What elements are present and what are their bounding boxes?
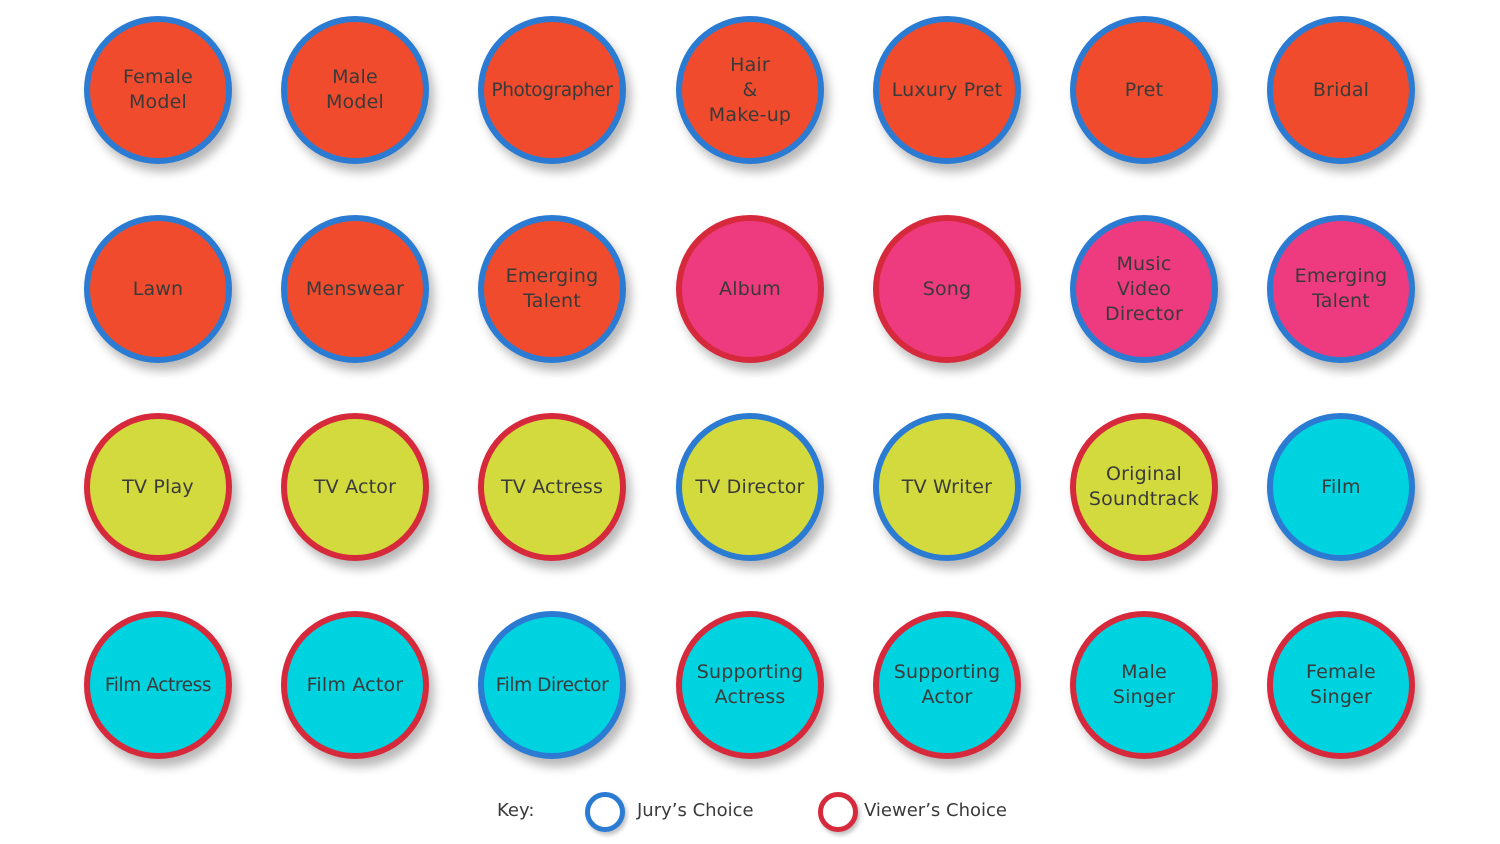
category-label: Supporting Actress bbox=[696, 661, 804, 708]
category-label: Pret bbox=[1124, 78, 1164, 101]
category-grid: Female Model Male Model Photographer Hair &… bbox=[84, 16, 1415, 759]
category-label: TV Actress bbox=[500, 475, 604, 498]
category-circle: Film Director bbox=[478, 611, 626, 759]
category-circle: Song bbox=[873, 215, 1021, 363]
category-label: Luxury Pret bbox=[891, 78, 1003, 101]
category-label: Film Director bbox=[495, 674, 609, 696]
category-circle: TV Writer bbox=[873, 413, 1021, 561]
category-label: Male Singer bbox=[1112, 661, 1176, 708]
category-label: TV Director bbox=[695, 475, 805, 498]
viewer-choice-ring-icon bbox=[818, 792, 858, 832]
category-circle: Film bbox=[1267, 413, 1415, 561]
category-circle: Luxury Pret bbox=[873, 16, 1021, 164]
category-label: Photographer bbox=[491, 79, 613, 101]
category-label: Film Actor bbox=[306, 673, 404, 696]
category-circle: Photographer bbox=[478, 16, 626, 164]
category-circle: Lawn bbox=[84, 215, 232, 363]
category-circle: Emerging Talent bbox=[478, 215, 626, 363]
category-circle: TV Actor bbox=[281, 413, 429, 561]
category-circle: Female Model bbox=[84, 16, 232, 164]
category-circle: TV Play bbox=[84, 413, 232, 561]
category-label: Original Soundtrack bbox=[1088, 463, 1200, 510]
category-label: Bridal bbox=[1312, 78, 1370, 101]
category-circle: Supporting Actress bbox=[676, 611, 824, 759]
category-circle: Original Soundtrack bbox=[1070, 413, 1218, 561]
category-label: Emerging Talent bbox=[505, 265, 599, 312]
category-circle: Pret bbox=[1070, 16, 1218, 164]
category-label: Supporting Actor bbox=[893, 661, 1001, 708]
category-label: Film bbox=[1321, 475, 1361, 498]
category-circle: Menswear bbox=[281, 215, 429, 363]
category-circle: Hair & Make-up bbox=[676, 16, 824, 164]
category-label: Film Actress bbox=[104, 674, 212, 696]
category-circle: Supporting Actor bbox=[873, 611, 1021, 759]
category-circle: Album bbox=[676, 215, 824, 363]
category-label: Song bbox=[922, 277, 972, 300]
category-label: Male Model bbox=[325, 66, 385, 113]
category-circle: TV Director bbox=[676, 413, 824, 561]
category-label: Album bbox=[719, 277, 781, 300]
category-label: Emerging Talent bbox=[1294, 265, 1388, 312]
category-label: Music Video Director bbox=[1105, 252, 1183, 325]
category-circle: Film Actress bbox=[84, 611, 232, 759]
category-circle: Film Actor bbox=[281, 611, 429, 759]
category-circle: Bridal bbox=[1267, 16, 1415, 164]
legend: Key: Jury’s Choice Viewer’s Choice bbox=[0, 784, 1500, 836]
category-label: Female Singer bbox=[1306, 661, 1376, 708]
category-label: TV Play bbox=[122, 475, 194, 498]
category-label: Menswear bbox=[305, 277, 405, 300]
category-circle: Male Singer bbox=[1070, 611, 1218, 759]
jury-choice-ring-icon bbox=[585, 792, 625, 832]
category-label: Hair & Make-up bbox=[708, 53, 792, 126]
legend-title: Key: bbox=[497, 800, 535, 821]
category-label: Lawn bbox=[132, 277, 184, 300]
category-label: TV Actor bbox=[313, 475, 397, 498]
category-circle: Female Singer bbox=[1267, 611, 1415, 759]
category-circle: TV Actress bbox=[478, 413, 626, 561]
category-circle: Emerging Talent bbox=[1267, 215, 1415, 363]
legend-jury-label: Jury’s Choice bbox=[637, 800, 754, 821]
category-circle: Male Model bbox=[281, 16, 429, 164]
category-label: Female Model bbox=[123, 66, 193, 113]
category-label: TV Writer bbox=[901, 475, 993, 498]
legend-viewer-label: Viewer’s Choice bbox=[864, 800, 1007, 821]
category-circle: Music Video Director bbox=[1070, 215, 1218, 363]
